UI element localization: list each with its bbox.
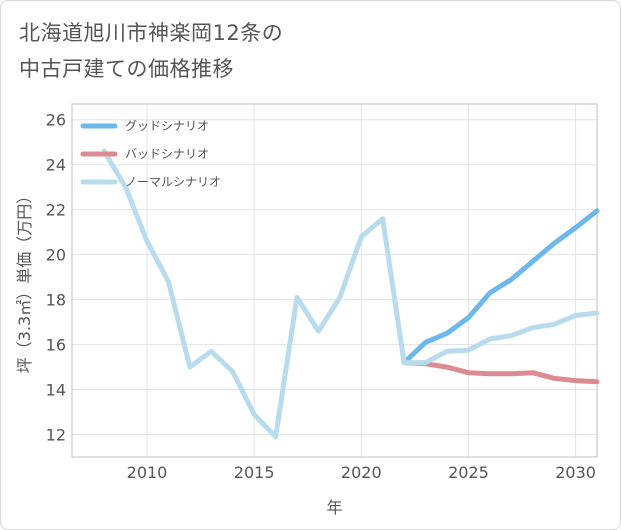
plot-border xyxy=(71,103,598,458)
x-axis-ticks: 2010 2015 2020 2025 2030 xyxy=(127,463,596,482)
chart-title-line-2: 中古戸建ての価格推移 xyxy=(19,57,234,81)
x-tick-label: 2015 xyxy=(234,463,275,482)
series-line-bad xyxy=(401,360,600,385)
grid-lines xyxy=(72,104,597,457)
x-tick-label: 2010 xyxy=(127,463,168,482)
legend-label-normal: ノーマルシナリオ xyxy=(125,175,221,189)
y-tick-label: 22 xyxy=(46,201,66,220)
legend-label-bad: バッドシナリオ xyxy=(125,147,209,161)
x-tick-label: 2030 xyxy=(555,463,596,482)
plot-frame xyxy=(71,103,598,458)
chart-title: 北海道旭川市神楽岡12条の 中古戸建ての価格推移 xyxy=(19,15,283,87)
y-tick-label: 12 xyxy=(46,426,66,445)
y-tick-label: 26 xyxy=(46,111,66,130)
series-lines xyxy=(101,148,600,440)
y-tick-label: 24 xyxy=(46,156,66,175)
y-tick-label: 16 xyxy=(46,336,66,355)
x-tick-label: 2025 xyxy=(448,463,489,482)
series-line-good xyxy=(401,208,600,366)
y-axis-ticks: 12 14 16 18 20 22 24 26 xyxy=(46,111,66,445)
y-axis-label: 坪（3.3㎡）単価（万円） xyxy=(15,188,34,373)
x-axis-label: 年 xyxy=(326,498,342,517)
y-tick-label: 18 xyxy=(46,291,66,310)
chart-title-line-1: 北海道旭川市神楽岡12条の xyxy=(19,21,284,45)
legend-label-good: グッドシナリオ xyxy=(125,119,209,133)
y-tick-label: 14 xyxy=(46,381,66,400)
y-tick-label: 20 xyxy=(46,246,66,265)
x-tick-label: 2020 xyxy=(341,463,382,482)
series-line-normal xyxy=(101,148,600,440)
